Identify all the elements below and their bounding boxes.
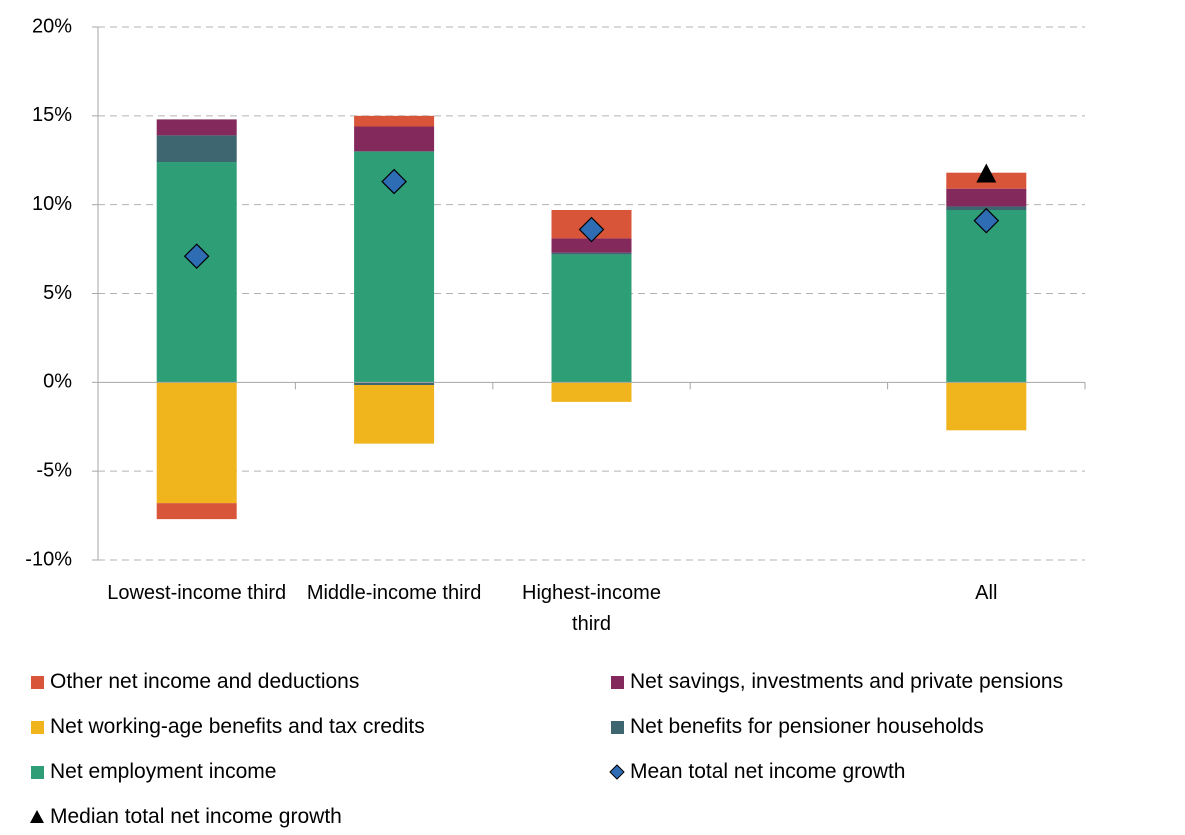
- y-tick-label: 20%: [32, 15, 72, 37]
- x-tick-label: Lowest-income third: [107, 582, 287, 604]
- legend-swatch: [611, 676, 624, 689]
- legend-item: Other net income and deductions: [28, 670, 359, 694]
- x-tick-label: Middle-income third: [306, 582, 482, 604]
- bar-segment: [551, 252, 632, 255]
- legend-square: [611, 676, 624, 689]
- legend-swatch: [31, 721, 44, 734]
- y-tick-label: -5%: [36, 459, 72, 481]
- bar-segment: [551, 254, 632, 383]
- y-tick-label: 10%: [32, 193, 72, 215]
- legend-label: Net savings, investments and private pen…: [630, 670, 1064, 693]
- marker-diamond: [381, 168, 407, 195]
- legend-item: Mean total net income growth: [608, 760, 905, 784]
- legend-square: [31, 721, 44, 734]
- bar-segment: [946, 209, 1027, 383]
- bar-segment: [156, 503, 237, 520]
- legend-item: Net employment income: [28, 760, 276, 784]
- legend-label: Mean total net income growth: [630, 760, 906, 783]
- y-tick-label: 0%: [43, 371, 72, 393]
- legend-diamond: [609, 764, 625, 780]
- bar-segment: [946, 188, 1027, 207]
- marker-triangle: [976, 163, 997, 183]
- bar-segment: [156, 382, 237, 504]
- legend-item: Median total net income growth: [28, 805, 342, 829]
- x-tick-label: All: [975, 582, 998, 604]
- legend-square: [611, 721, 624, 734]
- legend-swatch: [609, 764, 625, 780]
- legend-label: Net employment income: [50, 760, 277, 783]
- legend-label: Other net income and deductions: [50, 670, 360, 693]
- y-tick-label: -10%: [25, 548, 72, 570]
- legend-square: [31, 676, 44, 689]
- bar-segment: [156, 119, 237, 136]
- bar-segment: [946, 382, 1027, 431]
- bar-segment: [354, 384, 435, 444]
- marker-diamond: [183, 243, 210, 270]
- bar-segment: [354, 126, 435, 152]
- legend-swatch: [31, 766, 44, 779]
- bar-segment: [354, 115, 435, 127]
- marker-diamond: [973, 207, 1000, 234]
- bar-segment: [156, 162, 237, 383]
- bar-segment: [354, 382, 435, 385]
- y-tick-label: 5%: [43, 282, 72, 304]
- marker-diamond: [578, 216, 605, 243]
- y-tick-label: 15%: [32, 104, 72, 126]
- legend-swatch: [611, 721, 624, 734]
- legend-item: Net benefits for pensioner households: [608, 715, 984, 739]
- bar-segment: [551, 238, 632, 253]
- bar-segment: [551, 382, 632, 402]
- legend-item: Net working-age benefits and tax credits: [28, 715, 425, 739]
- legend-label: Net benefits for pensioner households: [630, 715, 984, 738]
- legend-label: Median total net income growth: [50, 805, 342, 828]
- x-tick-label: Highest-income third: [522, 582, 661, 635]
- legend-label: Net working-age benefits and tax credits: [50, 715, 425, 738]
- legend-swatch: [30, 810, 44, 823]
- bar-segment: [156, 135, 237, 163]
- legend-swatch: [31, 676, 44, 689]
- legend-triangle: [30, 810, 44, 823]
- legend-item: Net savings, investments and private pen…: [608, 670, 1063, 694]
- legend-square: [31, 766, 44, 779]
